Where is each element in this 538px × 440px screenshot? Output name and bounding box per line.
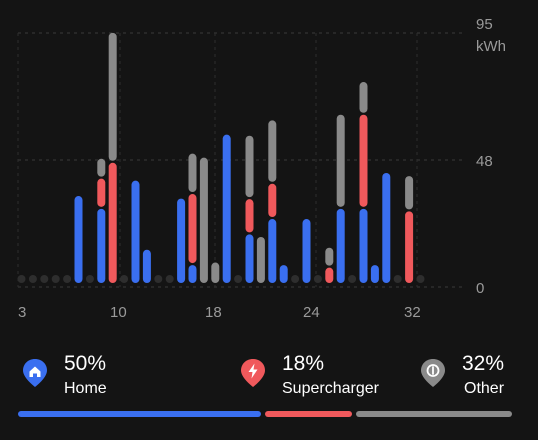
bar-home — [359, 208, 368, 283]
bolt-icon — [241, 359, 265, 387]
legend-other[interactable]: 32% Other — [420, 352, 520, 402]
bar-home — [188, 265, 197, 283]
y-tick-label: 48 — [476, 153, 493, 170]
share-bar — [18, 411, 512, 417]
bar-home — [302, 219, 311, 283]
bar-home — [245, 234, 254, 283]
bar-home — [279, 265, 288, 283]
bar-other — [336, 114, 345, 207]
y-tick-label: 95 — [476, 16, 493, 33]
legend: 50% Home 18% Supercharger 32% Other — [0, 352, 538, 402]
legend-other-label: Other — [464, 380, 505, 397]
empty-day-dot — [234, 275, 243, 283]
empty-day-dot — [313, 275, 322, 283]
bar-other — [188, 153, 197, 193]
share-bar-supercharger — [265, 411, 352, 417]
empty-day-dot — [17, 275, 26, 283]
bar-other — [211, 262, 220, 283]
x-tick-label: 10 — [110, 304, 127, 321]
bar-other — [108, 32, 117, 161]
plug-icon — [421, 359, 445, 387]
empty-day-dot — [28, 275, 37, 283]
bar-home — [177, 198, 186, 283]
bar-other — [268, 120, 277, 182]
x-tick-label: 32 — [404, 304, 421, 321]
bar-other — [256, 236, 265, 283]
house-icon — [23, 359, 47, 387]
bar-supercharger — [405, 211, 414, 283]
bar-other — [199, 157, 208, 283]
empty-day-dot — [165, 275, 174, 283]
share-bar-other — [356, 411, 512, 417]
bar-home — [370, 265, 379, 283]
bar-supercharger — [97, 178, 106, 207]
share-bar-home — [18, 411, 261, 417]
x-tick-label: 24 — [303, 304, 320, 321]
empty-day-dot — [40, 275, 49, 283]
bar-supercharger — [188, 194, 197, 264]
empty-day-dot — [416, 275, 425, 283]
bar-supercharger — [359, 114, 368, 207]
x-tick-label: 18 — [205, 304, 222, 321]
empty-day-dot — [393, 275, 402, 283]
empty-day-dot — [85, 275, 94, 283]
empty-day-dot — [120, 275, 129, 283]
legend-supercharger-label: Supercharger — [282, 380, 379, 397]
bar-home — [142, 249, 151, 283]
y-tick-label: 0 — [476, 280, 484, 297]
bar-home — [268, 219, 277, 283]
bar-other — [405, 176, 414, 210]
x-tick-label: 3 — [18, 304, 26, 321]
legend-home[interactable]: 50% Home — [22, 352, 172, 402]
empty-day-dot — [348, 275, 357, 283]
bar-supercharger — [268, 183, 277, 218]
empty-day-dot — [63, 275, 72, 283]
bar-home — [336, 208, 345, 283]
legend-home-percent: 50% — [64, 352, 107, 375]
bar-supercharger — [108, 162, 117, 283]
bar-supercharger — [245, 199, 254, 233]
empty-day-dot — [291, 275, 300, 283]
y-unit-label: kWh — [476, 38, 506, 55]
bar-other — [245, 135, 254, 198]
bar-home — [382, 173, 391, 283]
empty-day-dot — [154, 275, 163, 283]
bar-other — [359, 82, 368, 113]
legend-supercharger[interactable]: 18% Supercharger — [240, 352, 400, 402]
bar-home — [74, 196, 83, 283]
bar-home — [222, 134, 231, 283]
energy-bar-chart: 95 48 0 kWh 3 10 18 24 32 — [17, 16, 506, 321]
bar-home — [131, 180, 140, 283]
legend-other-percent: 32% — [462, 352, 505, 375]
empty-day-dot — [51, 275, 60, 283]
bar-other — [325, 247, 334, 266]
bar-supercharger — [325, 267, 334, 283]
legend-home-label: Home — [64, 380, 107, 397]
legend-supercharger-percent: 18% — [282, 352, 325, 375]
bar-home — [97, 208, 106, 283]
bar-other — [97, 158, 106, 177]
